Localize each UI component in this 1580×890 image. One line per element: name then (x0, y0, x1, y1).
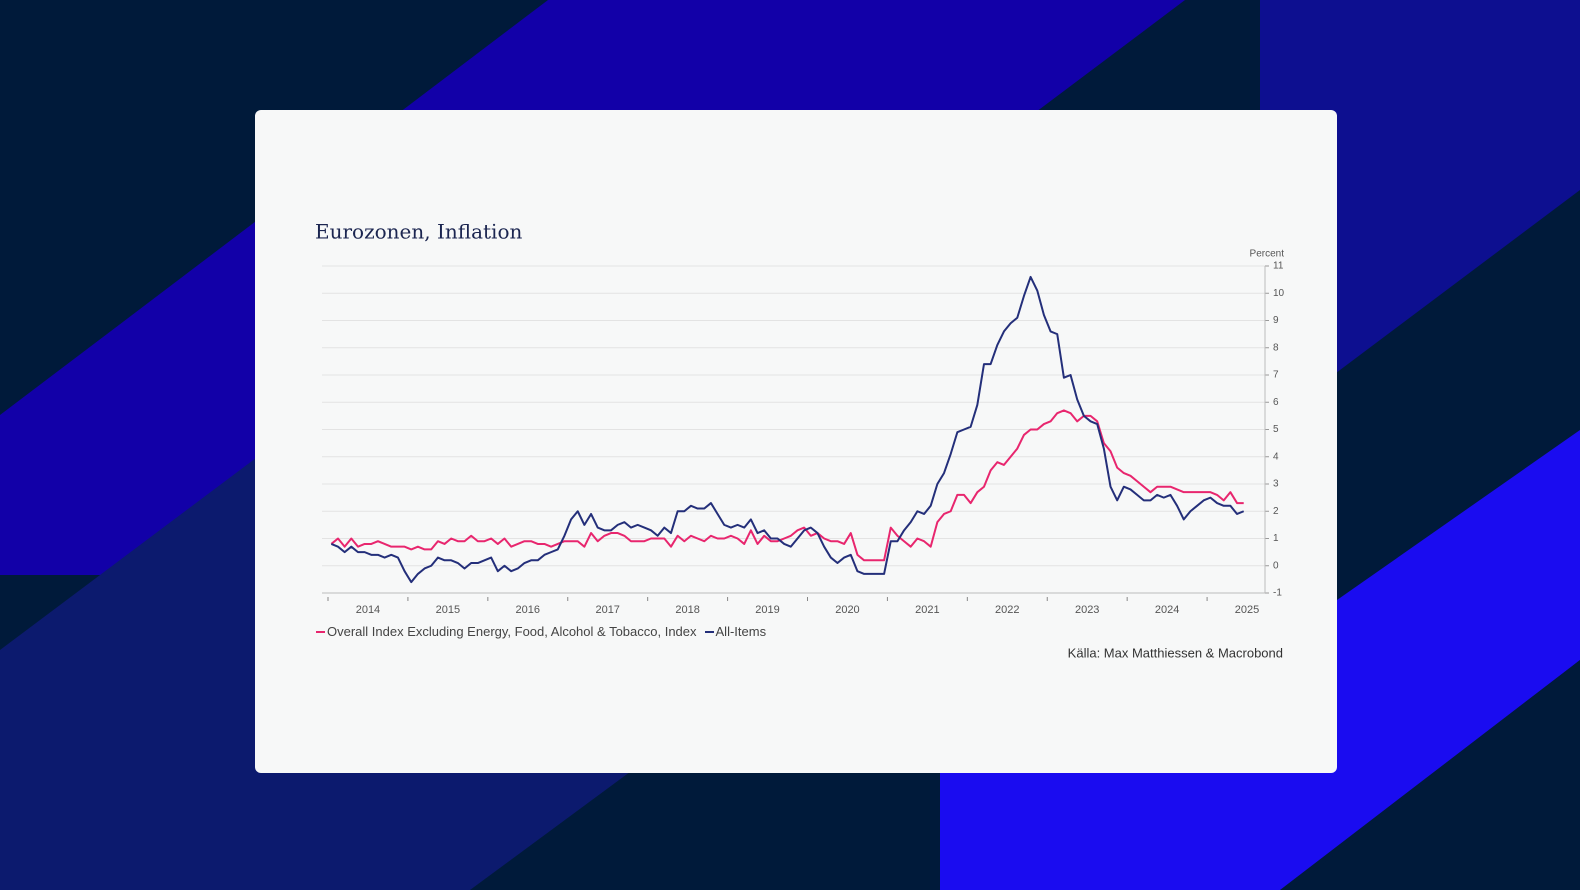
y-tick-label: 4 (1273, 451, 1279, 462)
x-tick-label: 2020 (835, 604, 859, 616)
series-line (330, 275, 1245, 584)
legend-label: All-Items (715, 624, 767, 639)
x-tick-label: 2019 (755, 604, 779, 616)
y-axis-label: Percent (1250, 249, 1285, 260)
legend: Overall Index Excluding Energy, Food, Al… (316, 624, 766, 639)
x-tick-label: 2021 (915, 604, 939, 616)
x-tick-label: 2025 (1235, 604, 1259, 616)
x-tick-label: 2024 (1155, 604, 1179, 616)
series-line (330, 409, 1244, 562)
x-tick-label: 2022 (995, 604, 1019, 616)
y-tick-label: 5 (1273, 424, 1279, 435)
legend-label: Overall Index Excluding Energy, Food, Al… (327, 624, 697, 639)
x-tick-label: 2017 (595, 604, 619, 616)
x-tick-label: 2018 (675, 604, 699, 616)
legend-swatch (704, 630, 714, 633)
y-tick-label: 6 (1273, 397, 1279, 408)
y-tick-label: 7 (1273, 370, 1279, 381)
y-tick-label: 11 (1273, 261, 1284, 272)
y-tick-label: 8 (1273, 342, 1279, 353)
y-tick-label: 2 (1273, 506, 1279, 517)
x-tick-label: 2015 (436, 604, 460, 616)
x-tick-label: 2016 (516, 604, 540, 616)
legend-item: All-Items (704, 624, 767, 639)
card (255, 110, 1337, 773)
legend-item: Overall Index Excluding Energy, Food, Al… (316, 624, 697, 639)
y-tick-label: 1 (1273, 533, 1279, 544)
legend-swatch (316, 630, 325, 633)
x-tick-label: 2023 (1075, 604, 1099, 616)
y-tick-label: 10 (1273, 288, 1285, 299)
y-tick-label: -1 (1273, 588, 1282, 599)
source: Källa: Max Matthiessen & Macrobond (1068, 645, 1283, 660)
y-tick-label: 9 (1273, 315, 1279, 326)
y-tick-label: 3 (1273, 479, 1279, 490)
chart-title: Eurozonen, Inflation (315, 220, 522, 244)
y-tick-label: 0 (1273, 560, 1279, 571)
x-tick-label: 2014 (356, 604, 380, 616)
